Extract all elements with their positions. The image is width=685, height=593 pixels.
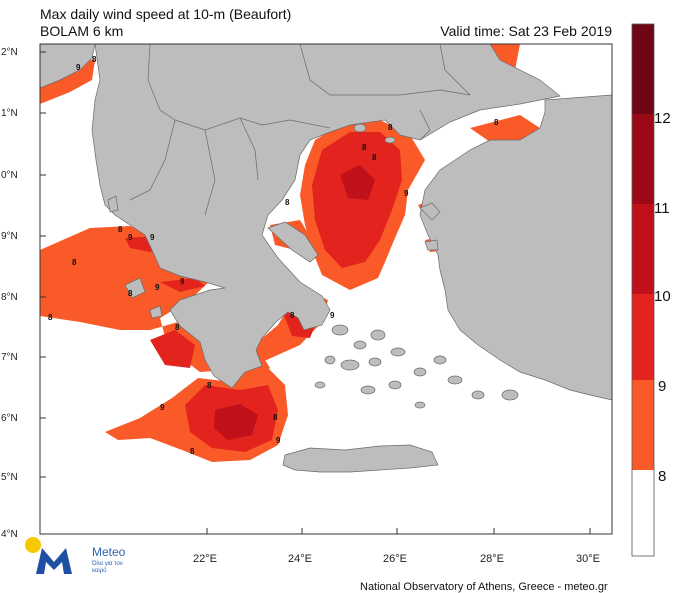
- lon-label-4: 30°E: [576, 553, 600, 565]
- land-evia: [267, 221, 319, 263]
- wind-field: [40, 44, 540, 462]
- legend-colorbar: [631, 23, 655, 557]
- legend-band-8-9: [632, 380, 654, 470]
- contour-label: 8: [48, 313, 53, 322]
- contour-label: 8: [388, 123, 393, 132]
- contour-label: 8: [207, 381, 212, 390]
- longitude-axis: 22°E 24°E 26°E 28°E 30°E: [193, 528, 600, 565]
- land-italy: [40, 44, 96, 89]
- legend-label-8: 8: [658, 468, 667, 485]
- lat-label-5: 7°N: [1, 352, 18, 363]
- land-balkans-greece: [91, 44, 561, 389]
- lat-label-1: 1°N: [1, 108, 18, 119]
- lat-label-3: 9°N: [1, 231, 18, 242]
- contour-label: 8: [72, 258, 77, 267]
- land-chios: [424, 239, 439, 251]
- contour-label: 9: [76, 63, 81, 72]
- wind-zone-patras: [160, 278, 205, 292]
- meteo-logo-icon: [25, 537, 72, 574]
- contour-label: 8: [362, 143, 367, 152]
- contour-label: 8: [494, 118, 499, 127]
- land-samothraki: [384, 136, 396, 144]
- land-cyclades: [314, 324, 519, 409]
- wind-zone-north-aegean-strong: [312, 132, 402, 268]
- land-turkey: [419, 94, 612, 401]
- legend-label-11: 11: [654, 200, 670, 217]
- legend-band-12-plus: [632, 24, 654, 114]
- contour-label: 9: [155, 283, 160, 292]
- land: [40, 44, 612, 473]
- lat-label-8: 4°N: [1, 529, 18, 540]
- lon-label-3: 28°E: [480, 553, 504, 565]
- lat-label-0: 2°N: [1, 47, 18, 58]
- contour-label: 8: [128, 289, 133, 298]
- contour-label: 8: [92, 55, 97, 64]
- legend-label-12: 12: [654, 110, 671, 127]
- contour-label: 8: [118, 225, 123, 234]
- logo-tagline: Όλα για τον καιρό: [92, 561, 123, 574]
- land-zakynthos: [149, 305, 163, 319]
- contour-label: 9: [330, 311, 335, 320]
- legend-band-11-12: [632, 114, 654, 204]
- land-kefalonia: [124, 277, 146, 299]
- map-frame: [39, 43, 613, 535]
- lat-label-2: 0°N: [1, 170, 18, 181]
- lon-label-0: 22°E: [193, 553, 217, 565]
- lon-label-2: 26°E: [383, 553, 407, 565]
- title-line-2: BOLAM 6 km: [40, 23, 124, 39]
- valid-time: Valid time: Sat 23 Feb 2019: [440, 23, 612, 39]
- contour-label: 8: [285, 198, 290, 207]
- contour-label: 8: [273, 413, 278, 422]
- contour-label: 8: [372, 153, 377, 162]
- credit-text: National Observatory of Athens, Greece -…: [360, 581, 608, 593]
- land-lesvos: [419, 202, 441, 221]
- legend-band-10-11: [632, 204, 654, 294]
- contour-label: 8: [190, 447, 195, 456]
- contour-label: 8: [290, 311, 295, 320]
- contour-label: 8: [175, 323, 180, 332]
- legend-band-below-8: [632, 470, 654, 556]
- title-line-1: Max daily wind speed at 10-m (Beaufort): [40, 6, 292, 22]
- contour-label: 9: [160, 403, 165, 412]
- contour-label: 9: [180, 277, 185, 286]
- wind-zone-south-core: [214, 404, 258, 440]
- contour-label: 9: [276, 436, 281, 445]
- lat-label-7: 5°N: [1, 472, 18, 483]
- contour-label: 9: [128, 233, 133, 242]
- contour-label: 9: [150, 233, 155, 242]
- legend-band-9-10: [632, 294, 654, 380]
- latitude-axis: 2°N 1°N 0°N 9°N 8°N 7°N 6°N 5°N 4°N: [1, 47, 46, 540]
- land-corfu: [107, 195, 119, 213]
- wind-zone-kythira: [150, 330, 195, 368]
- contour-label: 9: [404, 189, 409, 198]
- land-crete: [282, 444, 439, 473]
- land-thasos: [353, 123, 367, 133]
- wind-zone-marmara: [470, 115, 540, 142]
- lat-label-4: 8°N: [1, 292, 18, 303]
- logo-name: Meteo: [92, 545, 126, 559]
- lon-label-1: 24°E: [288, 553, 312, 565]
- wind-zone-north-aegean-core: [340, 165, 375, 200]
- legend-label-10: 10: [654, 288, 671, 305]
- lat-label-6: 6°N: [1, 413, 18, 424]
- legend-label-9: 9: [658, 378, 667, 395]
- country-borders: [129, 44, 471, 216]
- map-title: Max daily wind speed at 10-m (Beaufort) …: [40, 6, 291, 40]
